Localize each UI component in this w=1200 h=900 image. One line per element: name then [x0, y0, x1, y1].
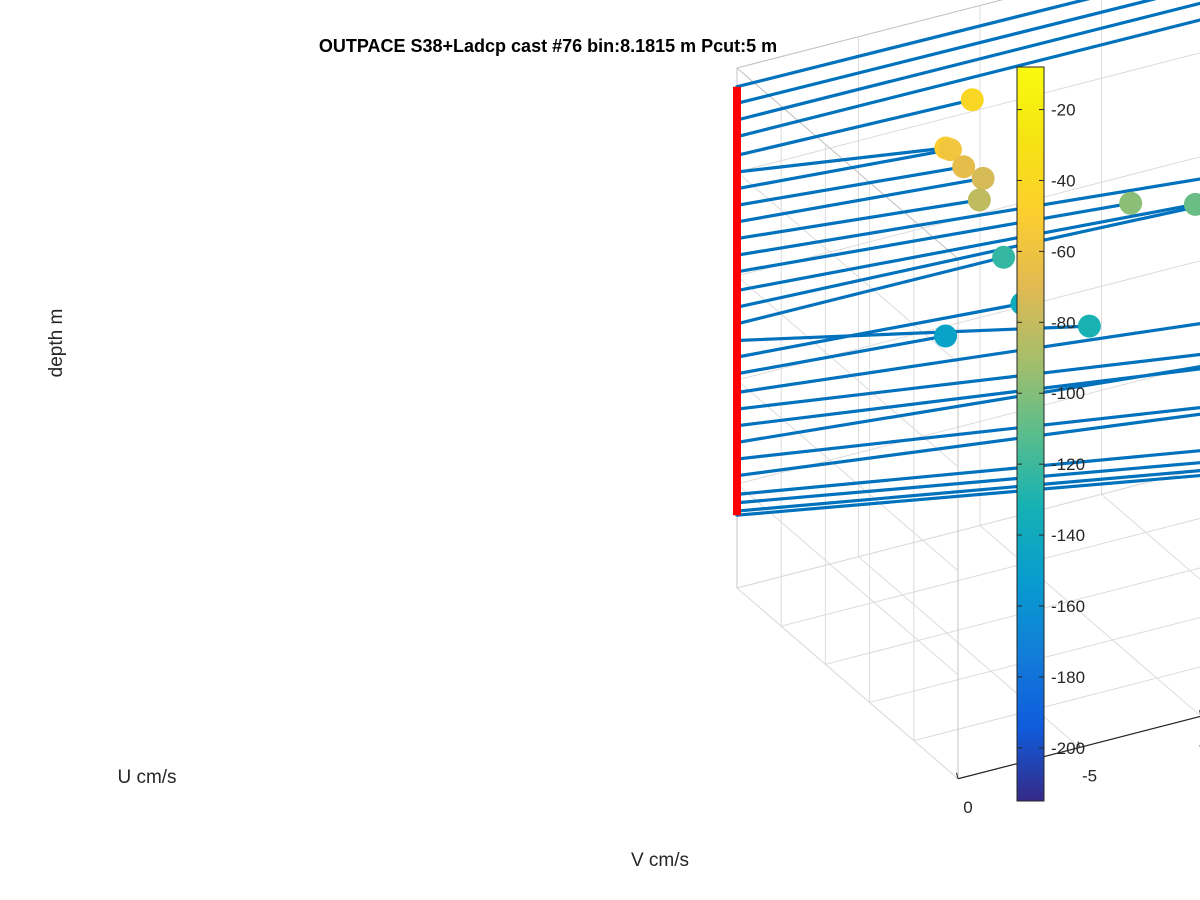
- velocity-stick: [735, 449, 1200, 496]
- grid-line: [736, 275, 959, 468]
- data-point: [1119, 191, 1143, 215]
- data-point: [967, 188, 991, 212]
- velocity-stick: [735, 204, 1200, 309]
- velocity-stick: [735, 473, 1200, 517]
- grid-line: [913, 666, 1200, 742]
- colorbar-tick-label: -160: [1051, 597, 1085, 616]
- colorbar-tick-label: -40: [1051, 171, 1076, 190]
- grid-line: [736, 171, 959, 364]
- velocity-stick: [735, 146, 948, 174]
- velocity-stick: [735, 255, 1006, 326]
- grid-line: [979, 525, 1200, 717]
- data-point: [1077, 314, 1101, 338]
- velocity-stick: [735, 18, 1200, 139]
- chart-title: OUTPACE S38+Ladcp cast #76 bin:8.1815 m …: [319, 36, 777, 56]
- velocity-stick: [735, 1, 1200, 122]
- velocity-stick: [735, 202, 1197, 293]
- x-tick-mark: [1077, 741, 1080, 748]
- colorbar-gradient: [1016, 66, 1045, 802]
- tick-labels: -250-200-150-100-500-10-5051015-25-20-15…: [956, 710, 1200, 817]
- grid-line: [736, 0, 1004, 69]
- velocity-stick: [735, 176, 985, 224]
- x-tick-mark: [956, 772, 959, 779]
- velocity-stick: [735, 406, 1200, 461]
- z-axis-label: depth m: [46, 309, 67, 378]
- velocity-stick: [735, 165, 966, 207]
- axes-box-edge: [736, 67, 959, 260]
- velocity-stick: [735, 0, 1157, 105]
- grid-line: [736, 483, 959, 676]
- velocity-stick: [735, 201, 1133, 274]
- y-axis-label: U cm/s: [117, 767, 176, 788]
- grid-line: [1101, 493, 1200, 580]
- grid-line: [736, 379, 959, 572]
- grid-line: [825, 567, 1200, 665]
- grid-line: [858, 556, 1080, 748]
- velocity-stick: [735, 367, 1200, 428]
- data-point: [971, 166, 995, 190]
- colorbar: -20 -40 -60 -80 -100 -120 -140 -160 -180 -200: [1016, 66, 1085, 802]
- velocity-stick: [735, 412, 1200, 478]
- grid-line: [736, 587, 959, 780]
- grid-line: [869, 616, 1200, 703]
- velocity-stick: [735, 468, 1200, 513]
- data-point: [934, 324, 958, 348]
- x-axis-line: [957, 715, 1200, 780]
- grid-lines: [736, 0, 1200, 780]
- colorbar-tick-label: -120: [1051, 455, 1085, 474]
- x-tick-label: 0: [963, 798, 972, 817]
- data-point: [938, 138, 962, 162]
- data-point: [952, 155, 976, 179]
- velocity-stick: [735, 321, 1200, 395]
- velocity-stick: [735, 302, 1024, 359]
- x-tick-label: -5: [1082, 767, 1097, 786]
- x-tick-label: -10: [1199, 735, 1200, 754]
- colorbar-tick-label: -200: [1051, 739, 1085, 758]
- colorbar-tick-label: -20: [1051, 101, 1076, 120]
- velocity-stick: [735, 352, 1200, 411]
- velocity-stick: [735, 198, 981, 241]
- colorbar-tick-label: -100: [1051, 384, 1085, 403]
- data-point: [992, 245, 1016, 269]
- axes-box-edge: [736, 0, 1004, 69]
- velocity-stick: [735, 461, 1200, 505]
- velocity-stick: [735, 365, 1200, 444]
- x-axis-label: V cm/s: [631, 850, 689, 871]
- data-point: [960, 88, 984, 112]
- data-point: [1183, 192, 1200, 216]
- colorbar-tick-label: -60: [1051, 242, 1076, 261]
- velocity-stick: [735, 147, 953, 191]
- velocity-stick: [735, 98, 974, 157]
- colorbar-tick-label: -140: [1051, 526, 1085, 545]
- data-series: [733, 0, 1200, 517]
- colorbar-tick-label: -80: [1051, 313, 1076, 332]
- velocity-stick: [735, 0, 1091, 89]
- colorbar-tick-label: -180: [1051, 668, 1085, 687]
- grid-line: [781, 517, 1200, 627]
- velocity-stick: [735, 334, 948, 376]
